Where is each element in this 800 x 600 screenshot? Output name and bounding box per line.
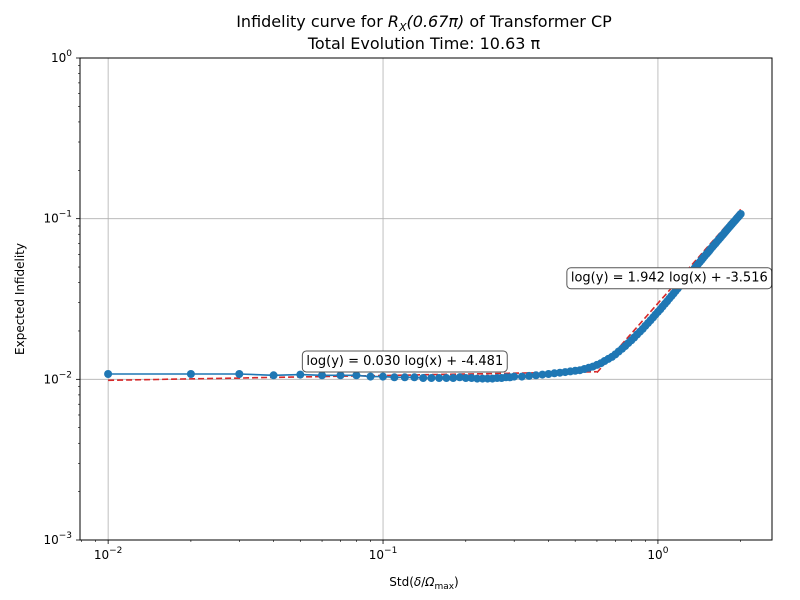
y-axis-ticks: 10−3 10−2 10−1 100 [43, 49, 80, 547]
data-point [736, 210, 745, 218]
data-point [435, 374, 444, 382]
data-point [544, 370, 553, 378]
y-axis-label: Expected Infidelity [13, 243, 27, 355]
data-point [235, 370, 244, 378]
data-point [104, 370, 113, 378]
data-point [400, 373, 409, 382]
data-point [318, 371, 326, 380]
data-point [269, 371, 278, 380]
chart-title: Infidelity curve for RX(0.67π) of Transf… [236, 12, 612, 34]
data-point [336, 371, 345, 380]
x-axis-label: Std(δ/Ωmax) [389, 575, 458, 592]
x-axis-ticks: 10−2 10−1 100 [81, 540, 741, 562]
data-point [352, 371, 361, 380]
data-point [427, 374, 436, 382]
data-point [379, 372, 387, 381]
y-tick-label: 100 [51, 49, 72, 65]
data-point [517, 372, 526, 381]
data-point [410, 373, 419, 382]
annotation-text: log(y) = 1.942 log(x) + -3.516 [571, 271, 768, 286]
data-point [461, 374, 470, 382]
plot-frame [79, 57, 773, 541]
data-point [538, 370, 547, 379]
x-tick-label: 10−1 [369, 546, 398, 562]
data-point [510, 372, 519, 381]
annotation-box [301, 350, 508, 373]
annotations: log(y) = 0.030 log(x) + -4.481 log(y) = 1… [301, 267, 773, 373]
data-point [442, 374, 451, 382]
x-tick-label: 100 [647, 546, 668, 562]
data-point [296, 370, 305, 379]
data-point [186, 370, 195, 378]
data-point [525, 371, 534, 380]
y-tick-label: 10−2 [43, 370, 72, 386]
fit-annotation: log(y) = 0.030 log(x) + -4.481 [301, 350, 508, 373]
data-point [449, 374, 458, 382]
y-tick-label: 10−3 [43, 531, 72, 547]
data-point [366, 372, 375, 381]
x-tick-label: 10−2 [94, 546, 123, 562]
data-point [455, 373, 464, 382]
data-point [532, 371, 540, 380]
fit-annotation: log(y) = 1.942 log(x) + -3.516 [566, 267, 773, 290]
data-point [390, 373, 399, 382]
annotation-text: log(y) = 0.030 log(x) + -4.481 [306, 354, 503, 369]
y-tick-label: 10−1 [43, 210, 72, 226]
data-point [419, 374, 428, 382]
chart-subtitle: Total Evolution Time: 10.63 π [307, 34, 541, 53]
